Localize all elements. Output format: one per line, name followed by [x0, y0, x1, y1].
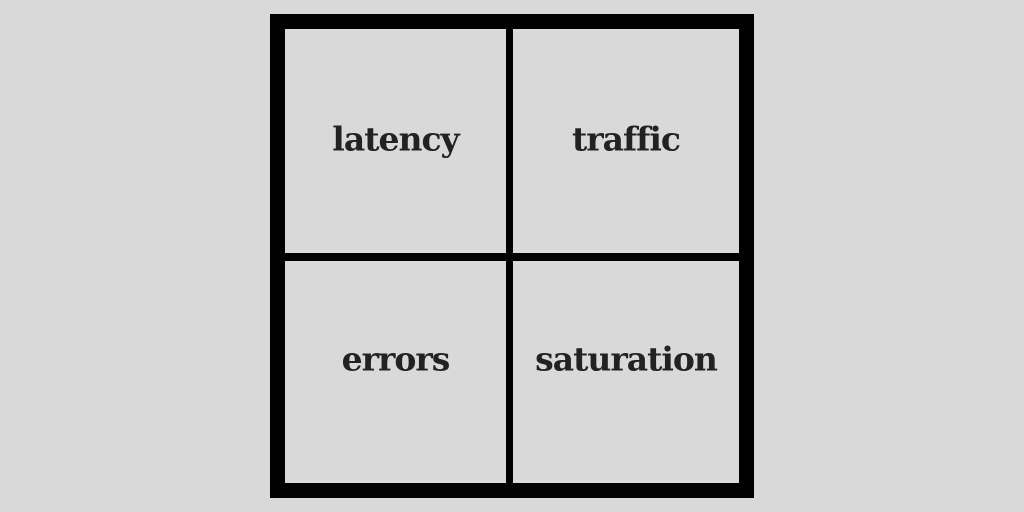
quadrant-label-saturation: saturation: [535, 339, 718, 379]
quadrant-errors: errors: [285, 261, 506, 483]
quadrant-saturation: saturation: [513, 261, 739, 483]
quadrant-latency: latency: [285, 29, 506, 253]
four-signals-grid: latency traffic errors saturation: [270, 14, 754, 498]
quadrant-label-errors: errors: [341, 339, 451, 379]
quadrant-label-latency: latency: [332, 119, 459, 159]
quadrant-traffic: traffic: [513, 29, 739, 253]
quadrant-label-traffic: traffic: [571, 119, 681, 159]
